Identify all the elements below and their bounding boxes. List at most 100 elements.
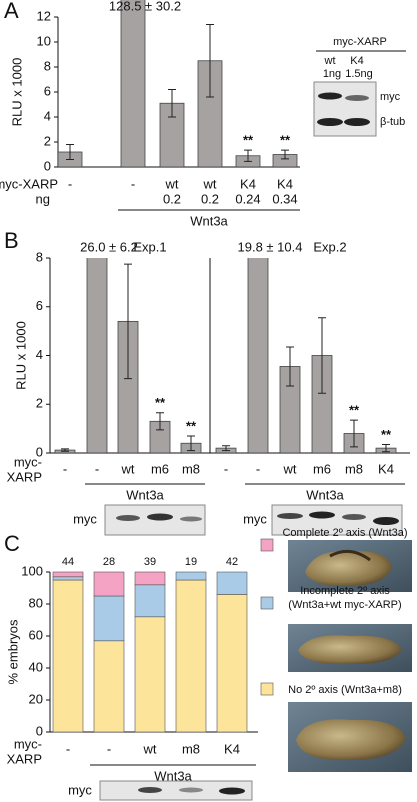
- dose-label: 0.2: [201, 191, 219, 206]
- y-tick-label: 60: [29, 627, 43, 642]
- x-tick-label: m6: [313, 461, 331, 476]
- row-label: XARP: [7, 751, 42, 766]
- y-tick-label: 40: [29, 659, 43, 674]
- embryo-photos: [288, 540, 412, 772]
- row-label: ng: [36, 191, 50, 206]
- blot-a: [313, 81, 377, 137]
- error-bar: [206, 24, 214, 98]
- x-tick-label: wt: [165, 176, 179, 191]
- y-tick-label: 6: [36, 298, 43, 313]
- error-bar: [244, 149, 252, 162]
- error-bar: [286, 346, 294, 387]
- blot-title: myc-XARP: [333, 36, 387, 48]
- stacked-segment: [52, 571, 84, 578]
- count-label: 28: [103, 556, 115, 568]
- x-tick-label: -: [63, 461, 67, 476]
- x-tick-label: m6: [151, 461, 169, 476]
- significance: **: [243, 133, 254, 148]
- y-tick-label: 4: [44, 108, 51, 123]
- blot-row: myc: [380, 91, 401, 103]
- row-label: XARP: [7, 469, 42, 484]
- panel-label: C: [4, 531, 20, 556]
- blot-lane-amount: 1ng: [323, 68, 341, 80]
- stacked-segment: [134, 584, 166, 618]
- error-bar: [318, 317, 326, 394]
- bars: [215, 258, 397, 453]
- experiment-title: Exp.2: [313, 239, 346, 254]
- row-label: myc-: [14, 454, 42, 469]
- y-tick-label: 80: [29, 595, 43, 610]
- group-label: Wnt3a: [306, 487, 344, 502]
- error-bar: [281, 149, 289, 160]
- group-label: Wnt3a: [190, 213, 228, 228]
- y-axis-label: RLU x 1000: [9, 58, 24, 127]
- bars: [54, 258, 202, 453]
- bar: [120, 0, 146, 167]
- error-bar: [61, 448, 69, 452]
- blot-row: β-tub: [380, 116, 405, 128]
- y-tick-label: 12: [37, 8, 51, 23]
- legend-swatch: [260, 538, 274, 552]
- x-tick-label: -: [131, 176, 135, 191]
- count-label: 44: [62, 556, 74, 568]
- count-label: 19: [185, 556, 197, 568]
- row-label: myc-XARP: [0, 176, 58, 191]
- y-axis-label: % embryos: [5, 619, 20, 685]
- panel-label: B: [4, 228, 19, 253]
- significance: **: [349, 403, 360, 418]
- x-tick-label: -: [95, 461, 99, 476]
- legend-label: Complete 2º axis (Wnt3a): [282, 527, 407, 539]
- stacked-segment: [93, 640, 125, 733]
- error-bar: [382, 443, 390, 453]
- y-tick-label: 0: [36, 444, 43, 459]
- value-label: 26.0 ± 6.2: [80, 239, 138, 254]
- significance: **: [280, 133, 291, 148]
- legend-swatch: [260, 682, 274, 696]
- row-label: myc-: [14, 736, 42, 751]
- stacked-segment: [93, 571, 125, 597]
- blot-c: [99, 780, 253, 801]
- stacked-segment: [216, 594, 248, 733]
- y-tick-label: 6: [44, 83, 51, 98]
- value-label: 128.5 ± 30.2: [109, 0, 181, 13]
- legend-label: Incomplete 2º axis (Wnt3a+wt myc-XARP): [288, 585, 401, 611]
- error-bar: [187, 435, 195, 452]
- blot-lane: wt: [324, 55, 336, 67]
- x-tick-label: m8: [182, 461, 200, 476]
- blot-lane: K4: [350, 55, 363, 67]
- count-label: 42: [226, 556, 238, 568]
- stacked-segment: [134, 616, 166, 733]
- x-tick-label: m8: [345, 461, 363, 476]
- x-tick-label: wt: [283, 461, 297, 476]
- blot-row: myc: [243, 511, 267, 526]
- y-axis-label: RLU x 1000: [13, 321, 28, 390]
- bars: [58, 0, 298, 167]
- dose-label: 0.2: [163, 191, 181, 206]
- y-tick-label: 0: [44, 158, 51, 173]
- x-tick-label: K4: [240, 176, 256, 191]
- blot-row: myc: [73, 511, 97, 526]
- x-tick-label: K4: [378, 461, 394, 476]
- x-tick-label: K4: [224, 741, 240, 756]
- y-tick-label: 2: [36, 396, 43, 411]
- panel-label: A: [4, 0, 19, 23]
- experiment-title: Exp.1: [133, 239, 166, 254]
- value-label: 19.8 ± 10.4: [238, 239, 303, 254]
- x-tick-label: -: [68, 176, 72, 191]
- x-tick-label: -: [256, 461, 260, 476]
- significance: **: [186, 418, 197, 433]
- y-tick-label: 20: [29, 691, 43, 706]
- blot-b: [104, 504, 403, 536]
- significance: **: [381, 427, 392, 442]
- group-label: Wnt3a: [126, 487, 164, 502]
- dose-label: 0.24: [235, 191, 260, 206]
- x-tick-label: -: [107, 741, 111, 756]
- x-tick-label: m8: [182, 741, 200, 756]
- y-tick-label: 4: [36, 347, 43, 362]
- error-bar: [66, 144, 74, 160]
- error-bar: [350, 419, 358, 448]
- x-tick-label: wt: [121, 461, 135, 476]
- dose-label: 0.34: [272, 191, 297, 206]
